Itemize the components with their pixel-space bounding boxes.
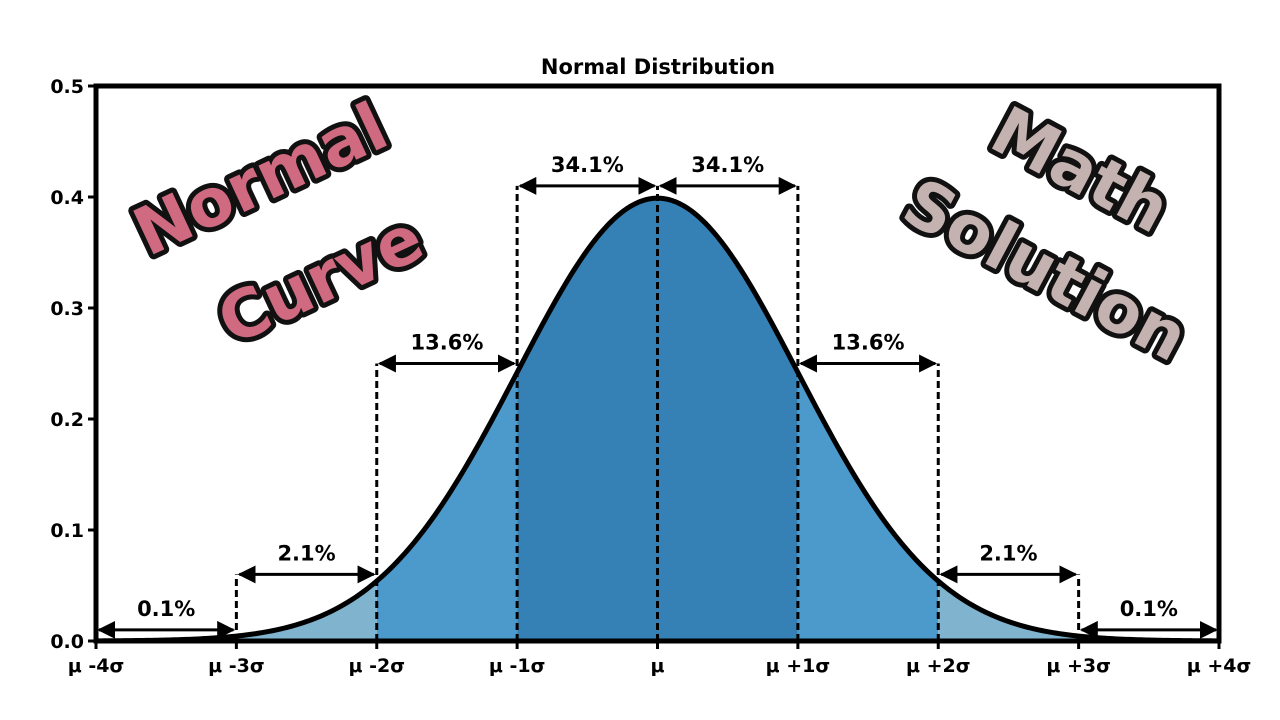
overlay-right: Math Solution xyxy=(886,87,1205,382)
annotation-label-4: 34.1% xyxy=(691,153,764,177)
y-tick-label-5: 0.5 xyxy=(50,76,84,98)
x-tick-label-5: μ +1σ xyxy=(766,655,831,677)
chart-title: Normal Distribution xyxy=(541,55,775,79)
y-tick-label-4: 0.4 xyxy=(50,187,84,209)
x-tick-label-7: μ +3σ xyxy=(1046,655,1111,677)
annotation-label-6: 2.1% xyxy=(979,541,1037,565)
y-tick-label-2: 0.2 xyxy=(50,409,84,431)
y-tick-label-1: 0.1 xyxy=(50,520,84,542)
x-tick-label-3: μ -1σ xyxy=(489,655,546,677)
x-tick-label-2: μ -2σ xyxy=(349,655,406,677)
y-tick-label-3: 0.3 xyxy=(50,298,84,320)
region-4 xyxy=(938,581,1079,641)
x-tick-label-0: μ -4σ xyxy=(68,655,125,677)
annotation-label-1: 2.1% xyxy=(277,541,335,565)
annotation-label-7: 0.1% xyxy=(1120,597,1178,621)
annotation-label-2: 13.6% xyxy=(411,331,484,355)
overlay-left: Normal Curve xyxy=(117,83,439,365)
x-tick-label-1: μ -3σ xyxy=(208,655,265,677)
x-tick-label-4: μ xyxy=(651,655,665,677)
axes: 0.0 0.1 0.2 0.3 0.4 0.5 μ -4σ μ -3σ μ -2σ μ -1σ μ μ… xyxy=(50,76,1251,677)
x-tick-label-6: μ +2σ xyxy=(906,655,971,677)
y-tick-label-0: 0.0 xyxy=(50,631,84,653)
percentage-annotations: 0.1% 2.1% 13.6% 34.1% 34.1% 13.6% 2.1% 0.1% xyxy=(97,153,1218,639)
annotation-label-5: 13.6% xyxy=(832,331,905,355)
region-0 xyxy=(236,581,377,641)
annotation-label-0: 0.1% xyxy=(137,597,195,621)
x-tick-label-8: μ +4σ xyxy=(1187,655,1252,677)
annotation-label-3: 34.1% xyxy=(551,153,624,177)
sigma-lines xyxy=(234,185,1081,641)
